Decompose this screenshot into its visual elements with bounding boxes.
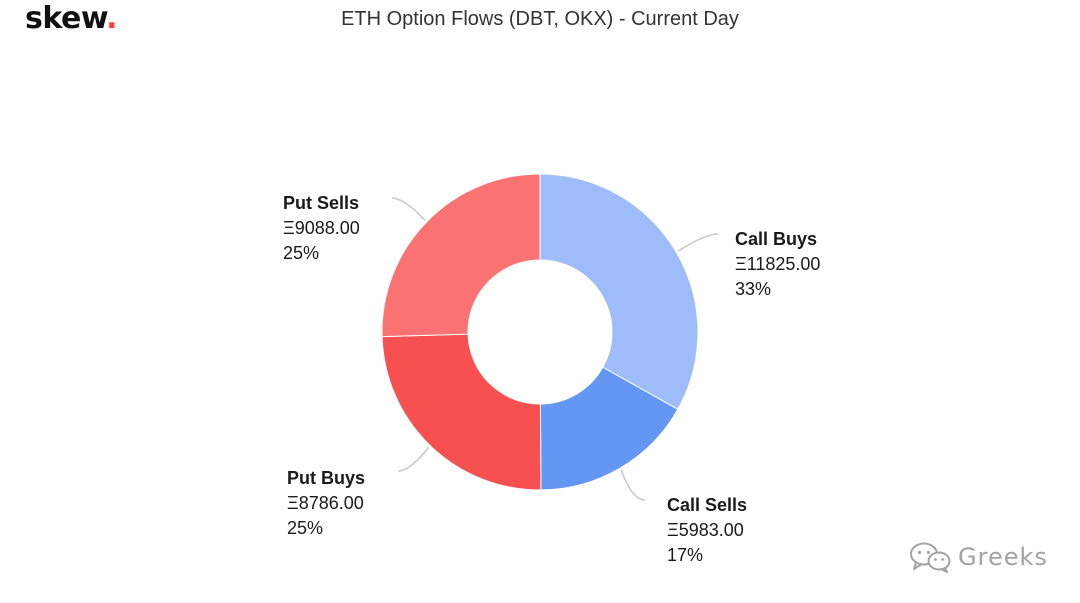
logo-text: skew	[25, 1, 107, 36]
label-call-buys: Call Buys	[735, 229, 817, 249]
percent-put-sells: 25%	[283, 243, 319, 263]
slice-call-buys	[539, 173, 699, 411]
percent-call-buys: 33%	[735, 279, 771, 299]
label-put-sells: Put Sells	[283, 193, 359, 213]
wechat-icon	[910, 542, 951, 573]
logo-dot: .	[106, 1, 118, 36]
value-call-sells: Ξ5983.00	[667, 520, 744, 540]
connector-put-sells	[391, 197, 426, 222]
watermark: Greeks	[908, 540, 1048, 574]
chart-title: ETH Option Flows (DBT, OKX) - Current Da…	[341, 8, 739, 30]
slice-put-buys	[381, 333, 542, 491]
connector-put-buys	[397, 446, 430, 472]
label-put-buys: Put Buys	[287, 468, 365, 488]
value-put-buys: Ξ8786.00	[287, 493, 364, 513]
percent-put-buys: 25%	[287, 518, 323, 538]
label-call-sells: Call Sells	[667, 495, 747, 515]
slice-put-sells	[381, 173, 541, 338]
value-put-sells: Ξ9088.00	[283, 218, 360, 238]
watermark-text: Greeks	[958, 543, 1048, 571]
connector-call-sells	[620, 469, 646, 501]
value-call-buys: Ξ11825.00	[735, 254, 820, 274]
connector-call-buys	[677, 233, 719, 252]
slice-call-sells	[539, 366, 679, 491]
skew-logo: skew.	[25, 0, 118, 38]
percent-call-sells: 17%	[667, 545, 703, 565]
